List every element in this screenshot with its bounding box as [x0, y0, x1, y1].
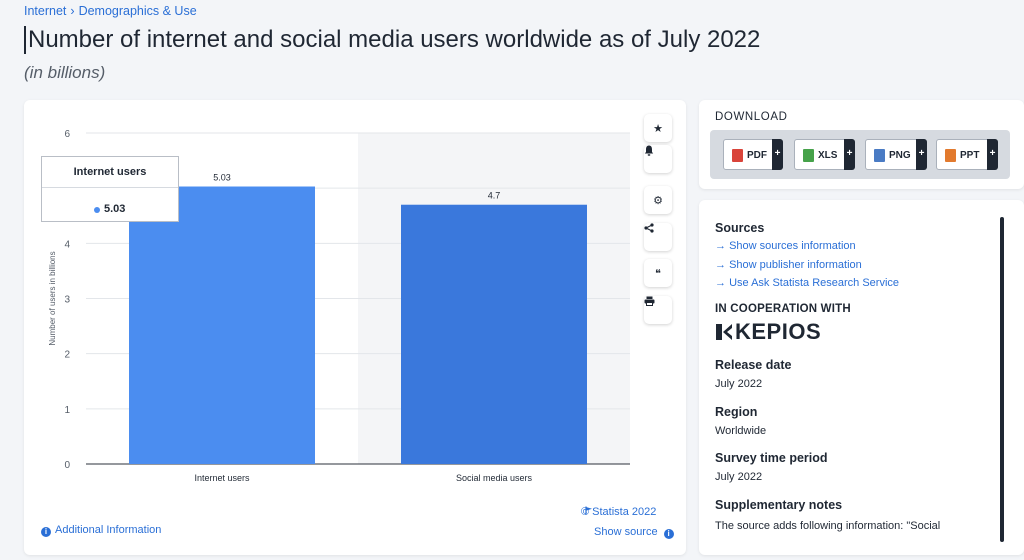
y-tick-label: 2 [64, 350, 70, 361]
kepios-logo-mark [716, 324, 732, 340]
ask-statista-link[interactable]: → Use Ask Statista Research Service [715, 277, 899, 289]
download-pdf-label: PDF [747, 150, 767, 161]
survey-period-heading: Survey time period [715, 451, 828, 465]
favorite-button[interactable]: ★ [644, 114, 672, 142]
kepios-logo-text: KEPIOS [735, 319, 822, 344]
download-pdf-plus: + [772, 139, 783, 170]
copyright-text: © Statista 2022 [581, 506, 657, 518]
download-pdf-button[interactable]: PDF + [723, 139, 783, 170]
print-button[interactable] [644, 296, 672, 324]
release-date-value: July 2022 [715, 378, 763, 390]
copyright[interactable]: © Statista 2022 [581, 506, 656, 518]
tooltip-series-dot [94, 207, 100, 213]
ask-statista-label: Use Ask Statista Research Service [729, 277, 900, 289]
download-xls-plus: + [844, 139, 855, 170]
bar-chart: 0123456Number of users in billions5.03In… [48, 129, 630, 483]
bar [129, 186, 315, 464]
pdf-file-icon [732, 149, 743, 162]
share-icon [644, 223, 654, 233]
y-tick-label: 1 [64, 405, 70, 416]
bar-value-label: 4.7 [488, 191, 501, 201]
settings-button[interactable]: ⚙ [644, 186, 672, 214]
download-panel: DOWNLOAD PDF + XLS + PNG + PPT + [699, 100, 1024, 189]
bar [401, 204, 587, 464]
supplementary-notes-heading: Supplementary notes [715, 498, 843, 512]
info-icon: i [663, 529, 674, 539]
y-tick-label: 0 [64, 460, 70, 471]
chart-panel: 0123456Number of users in billions5.03In… [24, 100, 686, 555]
png-file-icon [874, 149, 885, 162]
y-tick-label: 4 [64, 239, 70, 250]
arrow-right-icon: → [715, 277, 726, 289]
sources-heading: Sources [715, 221, 765, 235]
show-sources-label: Show sources information [729, 240, 856, 252]
download-button-group: PDF + XLS + PNG + PPT + [710, 130, 1010, 179]
chart-tooltip: Internet users 5.03 [41, 156, 179, 222]
release-date-heading: Release date [715, 358, 792, 372]
download-png-label: PNG [889, 150, 911, 161]
additional-information-label: Additional Information [55, 524, 162, 536]
download-xls-label: XLS [818, 150, 838, 161]
statistic-details-panel: Sources → Show sources information → Sho… [699, 200, 1024, 555]
show-source-link[interactable]: Show source i [594, 526, 674, 539]
region-value: Worldwide [715, 425, 767, 437]
xls-file-icon [803, 149, 814, 162]
breadcrumb-item-demographics[interactable]: Demographics & Use [78, 4, 197, 18]
tooltip-value: 5.03 [104, 203, 126, 215]
flag-icon [585, 506, 592, 515]
tooltip-title: Internet users [42, 157, 178, 188]
supplementary-notes-text: The source adds following information: "… [715, 520, 941, 532]
gear-icon: ⚙ [653, 194, 663, 207]
download-ppt-label: PPT [960, 150, 980, 161]
y-axis-label: Number of users in billions [48, 251, 57, 345]
show-source-label: Show source [594, 526, 658, 538]
bell-icon [644, 145, 654, 156]
show-publisher-label: Show publisher information [729, 259, 862, 271]
share-button[interactable] [644, 223, 672, 251]
y-tick-label: 3 [64, 295, 70, 306]
printer-icon [644, 296, 655, 306]
download-ppt-plus: + [987, 139, 998, 170]
notification-button[interactable] [644, 145, 672, 173]
star-icon: ★ [653, 122, 663, 135]
download-ppt-button[interactable]: PPT + [936, 139, 998, 170]
breadcrumb: Internet › Demographics & Use [24, 4, 197, 18]
bar-value-label: 5.03 [213, 173, 231, 183]
breadcrumb-separator: › [70, 4, 75, 18]
show-publisher-link[interactable]: → Show publisher information [715, 259, 862, 271]
y-tick-label: 6 [64, 129, 70, 140]
download-png-plus: + [916, 139, 927, 170]
additional-information-link[interactable]: i Additional Information [41, 524, 161, 537]
quote-icon: ❝ [655, 267, 661, 280]
cooperation-heading: IN COOPERATION WITH [715, 303, 851, 315]
arrow-right-icon: → [715, 240, 726, 252]
survey-period-value: July 2022 [715, 471, 763, 483]
download-xls-button[interactable]: XLS + [794, 139, 855, 170]
page-subtitle: (in billions) [24, 63, 106, 82]
kepios-logo: KEPIOS [715, 319, 821, 345]
download-title: DOWNLOAD [715, 111, 788, 123]
breadcrumb-item-internet[interactable]: Internet [24, 4, 67, 18]
x-tick-label: Internet users [194, 473, 250, 483]
ppt-file-icon [945, 149, 956, 162]
arrow-right-icon: → [715, 259, 726, 271]
info-icon: i [41, 527, 51, 537]
cite-button[interactable]: ❝ [644, 259, 672, 287]
show-sources-link[interactable]: → Show sources information [715, 240, 856, 252]
region-heading: Region [715, 405, 758, 419]
details-scrollbar[interactable] [1000, 217, 1004, 542]
x-tick-label: Social media users [456, 473, 533, 483]
download-png-button[interactable]: PNG + [865, 139, 927, 170]
page-title: Number of internet and social media user… [24, 26, 760, 54]
